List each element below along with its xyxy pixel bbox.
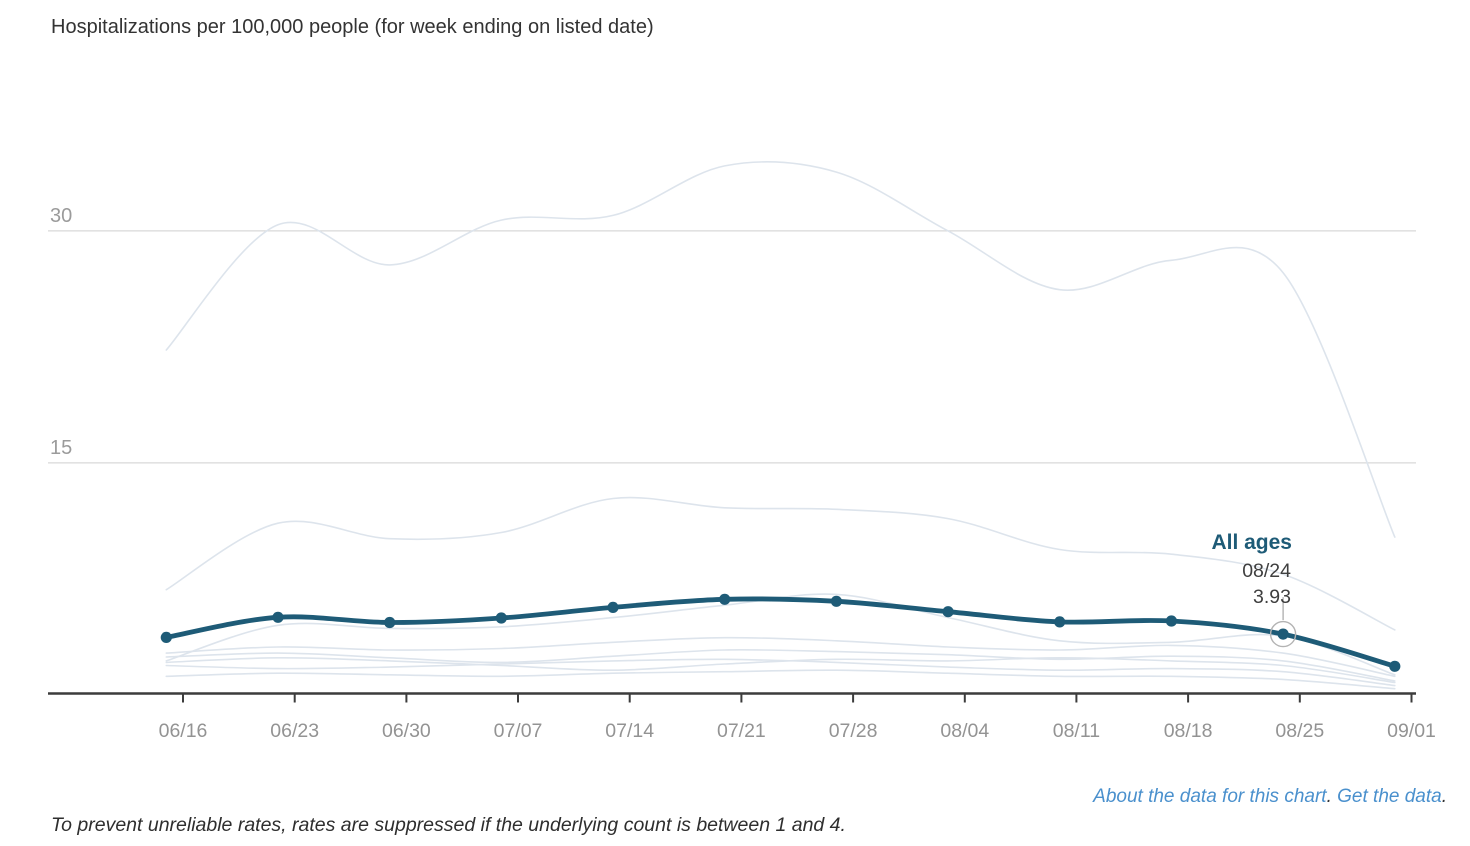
all-ages-point[interactable]: [942, 606, 954, 618]
unlabeled-age-group-1-line: [165, 161, 1396, 538]
all-ages-point[interactable]: [272, 611, 284, 623]
x-tick-label-06/23: 06/23: [270, 720, 319, 742]
x-tick-label-07/28: 07/28: [829, 720, 878, 742]
x-tick-label-08/25: 08/25: [1275, 720, 1324, 742]
all-ages-line: [160, 593, 1401, 672]
link-period: .: [1441, 786, 1447, 807]
x-tick-label-08/04: 08/04: [940, 720, 989, 742]
annotation-date: 08/24: [1242, 560, 1291, 582]
unlabeled-age-group-2-line: [165, 496, 1396, 631]
highlight-ring: [1269, 620, 1297, 648]
x-tick-label-07/21: 07/21: [717, 720, 766, 742]
x-axis: 06/16 06/23 06/30 07/07 07/14 07/21 07/28 08/04…: [48, 692, 1436, 742]
x-tick-label-07/07: 07/07: [494, 720, 543, 742]
footnote: To prevent unreliable rates, rates are s…: [51, 814, 846, 836]
all-ages-point[interactable]: [1389, 660, 1401, 672]
series-label: All ages: [1211, 531, 1292, 554]
unlabeled-age-group-4-line: [165, 636, 1396, 678]
x-tick-label-07/14: 07/14: [605, 720, 654, 742]
highlighted-point-marker: [1269, 597, 1297, 648]
x-tick-label-06/30: 06/30: [382, 720, 431, 742]
unlabeled-age-group-8-line: [165, 669, 1396, 690]
about-data-link[interactable]: About the data for this chart: [1093, 786, 1327, 807]
x-tick-label-08/11: 08/11: [1053, 720, 1100, 742]
all-ages-point[interactable]: [1277, 628, 1289, 640]
annotation-value: 3.93: [1253, 586, 1291, 608]
all-ages-point[interactable]: [1054, 616, 1066, 628]
unlabeled-age-group-5-line: [165, 649, 1396, 682]
all-ages-point[interactable]: [1165, 615, 1177, 627]
all-ages-point[interactable]: [607, 601, 619, 614]
x-tick-label-08/18: 08/18: [1164, 720, 1213, 742]
all-ages-point[interactable]: [830, 595, 843, 607]
footer-links: About the data for this chart. Get the d…: [1093, 786, 1447, 808]
y-tick-label-15: 15: [50, 437, 72, 459]
y-tick-label-30: 30: [50, 205, 72, 227]
x-tick-label-09/01: 09/01: [1387, 720, 1436, 742]
all-ages-point[interactable]: [495, 612, 507, 624]
background-age-group-lines: [165, 161, 1396, 690]
all-ages-point[interactable]: [719, 593, 731, 605]
x-tick-label-06/16: 06/16: [159, 720, 208, 742]
chart-title: Hospitalizations per 100,000 people (for…: [51, 16, 654, 38]
all-ages-point[interactable]: [384, 616, 396, 629]
get-data-link[interactable]: Get the data: [1337, 786, 1442, 807]
link-period: .: [1326, 786, 1332, 807]
all-ages-point[interactable]: [160, 631, 172, 644]
all-ages-path: [163, 596, 1398, 669]
unlabeled-age-group-7-line: [165, 658, 1396, 687]
